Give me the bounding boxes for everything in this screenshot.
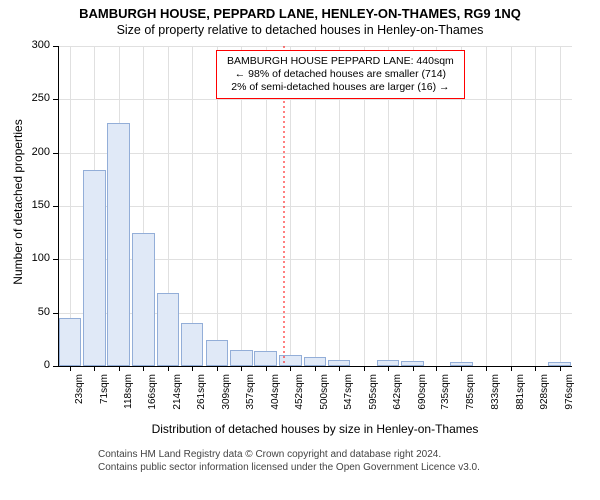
x-tick-label: 309sqm xyxy=(221,374,232,424)
footnote: Contains HM Land Registry data © Crown c… xyxy=(98,448,480,474)
histogram-bar xyxy=(254,351,277,366)
x-tick-label: 735sqm xyxy=(440,374,451,424)
page-subtitle: Size of property relative to detached ho… xyxy=(0,21,600,37)
y-tick-label: 200 xyxy=(20,146,50,158)
histogram-bar xyxy=(304,357,327,366)
x-tick-label: 452sqm xyxy=(294,374,305,424)
x-tick-label: 71sqm xyxy=(99,374,110,424)
x-tick-label: 690sqm xyxy=(417,374,428,424)
histogram-bar xyxy=(107,123,130,366)
x-tick-label: 642sqm xyxy=(392,374,403,424)
x-tick-label: 881sqm xyxy=(515,374,526,424)
y-tick-label: 100 xyxy=(20,252,50,264)
x-tick-label: 357sqm xyxy=(245,374,256,424)
y-tick-label: 250 xyxy=(20,92,50,104)
x-tick-label: 976sqm xyxy=(564,374,575,424)
x-tick-label: 595sqm xyxy=(368,374,379,424)
x-tick-label: 928sqm xyxy=(539,374,550,424)
y-axis-line xyxy=(58,46,59,366)
reference-callout: BAMBURGH HOUSE PEPPARD LANE: 440sqm ← 98… xyxy=(216,50,465,99)
callout-line3: 2% of semi-detached houses are larger (1… xyxy=(227,81,454,94)
histogram-bar xyxy=(83,170,106,366)
x-tick-label: 166sqm xyxy=(147,374,158,424)
page-title: BAMBURGH HOUSE, PEPPARD LANE, HENLEY-ON-… xyxy=(0,0,600,21)
histogram-bar xyxy=(157,293,180,366)
x-tick-label: 118sqm xyxy=(123,374,134,424)
x-tick-label: 261sqm xyxy=(196,374,207,424)
callout-line2: ← 98% of detached houses are smaller (71… xyxy=(227,68,454,81)
x-tick-label: 214sqm xyxy=(172,374,183,424)
histogram-bar xyxy=(206,340,229,366)
y-tick-label: 50 xyxy=(20,306,50,318)
y-tick-label: 300 xyxy=(20,39,50,51)
gridline-v xyxy=(511,46,512,366)
gridline-v xyxy=(560,46,561,366)
gridline-v xyxy=(535,46,536,366)
gridline-v xyxy=(192,46,193,366)
x-tick-label: 547sqm xyxy=(343,374,354,424)
x-axis-line xyxy=(58,366,572,367)
histogram-bar xyxy=(59,318,82,366)
footnote-line2: Contains public sector information licen… xyxy=(98,461,480,474)
x-tick-label: 23sqm xyxy=(74,374,85,424)
x-tick-label: 404sqm xyxy=(270,374,281,424)
x-axis-title: Distribution of detached houses by size … xyxy=(58,422,572,436)
histogram-bar xyxy=(132,233,155,366)
callout-line1: BAMBURGH HOUSE PEPPARD LANE: 440sqm xyxy=(227,55,454,68)
y-tick-label: 0 xyxy=(20,359,50,371)
footnote-line1: Contains HM Land Registry data © Crown c… xyxy=(98,448,480,461)
x-tick-label: 500sqm xyxy=(319,374,330,424)
histogram-bar xyxy=(181,323,204,366)
gridline-v xyxy=(486,46,487,366)
x-tick-label: 785sqm xyxy=(465,374,476,424)
histogram-bar xyxy=(230,350,253,366)
y-tick-label: 150 xyxy=(20,199,50,211)
x-tick-label: 833sqm xyxy=(490,374,501,424)
